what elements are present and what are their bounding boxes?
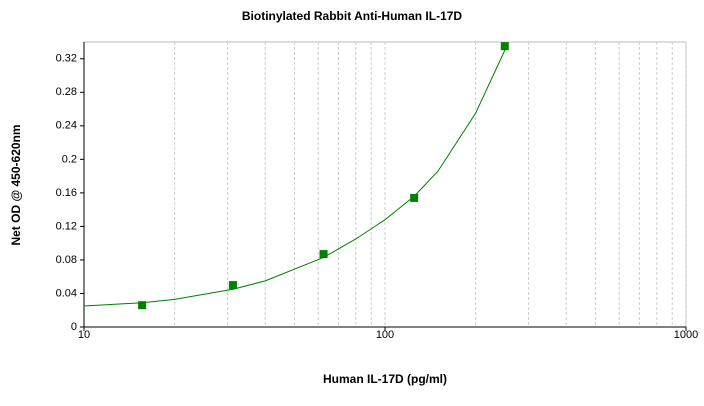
y-tick-label: 0.32 — [56, 53, 77, 65]
y-tick-label: 0.08 — [56, 254, 77, 266]
x-tick-label: 100 — [376, 329, 394, 341]
y-tick-label: 0.2 — [62, 153, 77, 165]
y-tick-label: 0.16 — [56, 187, 77, 199]
data-point — [319, 250, 328, 259]
y-tick-label: 0.28 — [56, 86, 77, 98]
y-tick-label: 0.04 — [56, 287, 77, 299]
x-axis-label: Human IL-17D (pg/ml) — [323, 372, 447, 386]
y-tick-label: 0.12 — [56, 220, 77, 232]
fit-curve — [84, 42, 509, 307]
chart-title: Biotinylated Rabbit Anti-Human IL-17D — [242, 9, 463, 23]
data-point — [410, 193, 419, 202]
data-point — [228, 281, 237, 290]
y-tick-label: 0 — [71, 321, 77, 333]
y-tick-label: 0.24 — [56, 120, 77, 132]
y-axis-label: Net OD @ 450-620nm — [9, 124, 23, 245]
data-point — [138, 301, 147, 310]
x-tick-label: 1000 — [674, 329, 698, 341]
x-tick-label: 10 — [78, 329, 90, 341]
data-point — [500, 42, 509, 51]
